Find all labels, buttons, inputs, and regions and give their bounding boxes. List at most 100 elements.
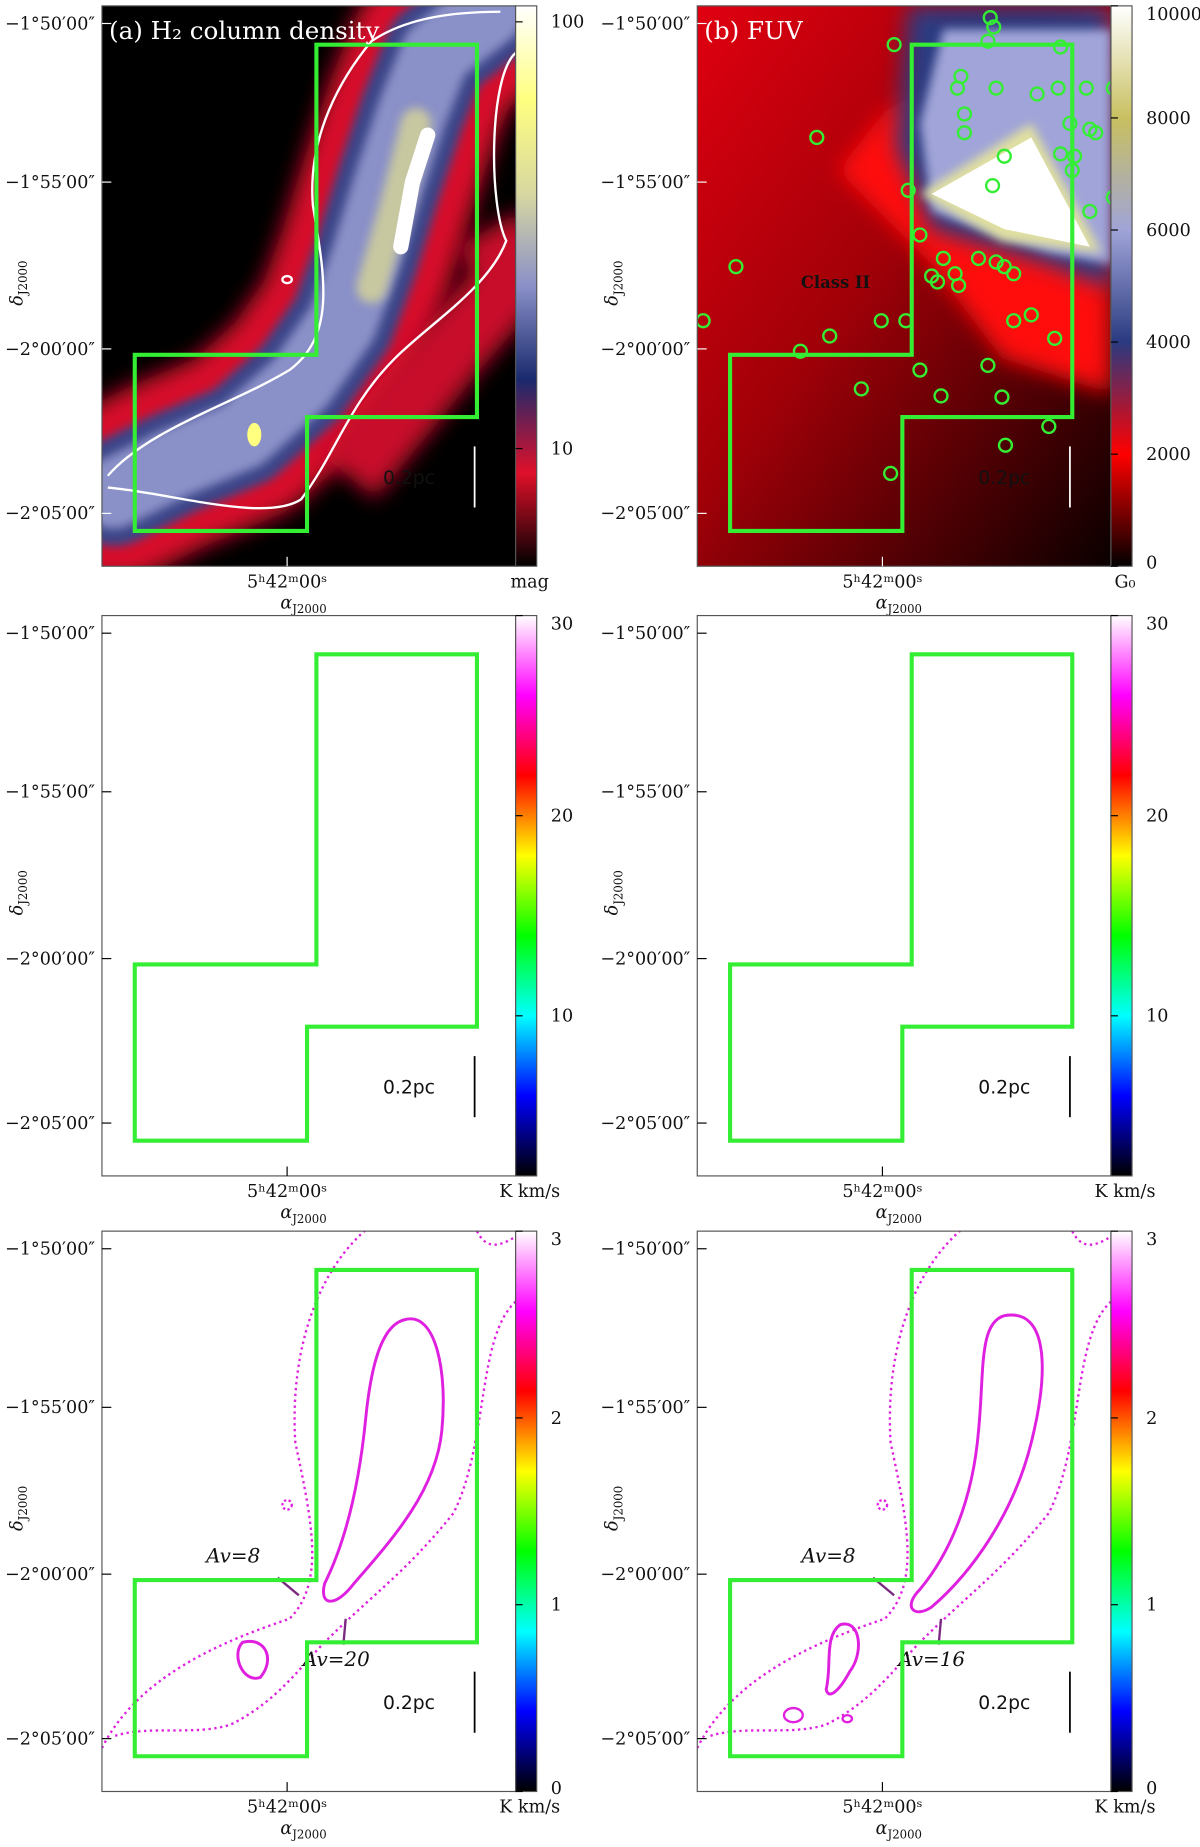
ra-subscript: J2000 xyxy=(291,1827,326,1841)
yso-marker xyxy=(1050,80,1066,96)
colorbar-tick-label: 30 xyxy=(551,615,573,635)
ra-axis-label: αJ2000 xyxy=(876,1819,922,1842)
contour xyxy=(106,10,516,510)
dec-axis-label: δJ2000 xyxy=(603,1486,626,1531)
dec-tick-label: −1°55′00″ xyxy=(5,173,95,193)
colorbar-unit: K km/s xyxy=(499,1798,560,1818)
colorbar xyxy=(515,1230,538,1793)
survey-outline xyxy=(728,652,1075,1143)
cloud xyxy=(356,108,432,304)
yso-marker xyxy=(1023,307,1039,323)
dec-tick-label: −1°55′00″ xyxy=(600,1398,690,1418)
yso-marker xyxy=(1066,148,1083,164)
dec-symbol: δ xyxy=(603,905,623,916)
dec-tick-label: −2°05′00″ xyxy=(5,1729,95,1749)
yso-marker xyxy=(947,266,963,282)
contour xyxy=(909,1313,1044,1614)
yso-marker xyxy=(1052,39,1069,55)
colorbar-tick-label: 1 xyxy=(551,1596,562,1616)
dec-tick-label: −1°50′00″ xyxy=(600,14,690,34)
yso-marker xyxy=(956,106,973,122)
dec-symbol: δ xyxy=(7,295,27,306)
contour xyxy=(824,1622,860,1696)
colorbar-tick-label: 0 xyxy=(1146,554,1157,574)
yso-marker xyxy=(994,389,1010,405)
yso-marker xyxy=(935,250,951,267)
yso-marker xyxy=(1082,203,1098,220)
panel-label: (e) H¹³CN(1−0) xyxy=(109,1241,303,1270)
colorbar-tick-label: 8000 xyxy=(1146,109,1191,129)
ra-tick-label: 5ʰ42ᵐ00ˢ xyxy=(842,572,922,592)
core xyxy=(393,127,436,255)
dec-tick-label: −1°50′00″ xyxy=(5,624,95,644)
colorbar xyxy=(515,614,538,1177)
ra-axis-label: αJ2000 xyxy=(280,593,326,616)
dec-axis-label: δJ2000 xyxy=(7,870,30,915)
panel-label: (b) FUV xyxy=(704,16,804,45)
yso-marker xyxy=(982,9,998,26)
dec-subscript: J2000 xyxy=(611,870,625,906)
ra-subscript: J2000 xyxy=(887,602,922,616)
core xyxy=(931,137,1090,247)
contour xyxy=(782,1706,804,1724)
colorbar-tick-label: 1 xyxy=(1146,1596,1157,1616)
yso-marker xyxy=(1041,418,1057,435)
contour-label: Av=8 xyxy=(204,1543,260,1567)
colorbar-tick-label: 10 xyxy=(551,439,573,459)
dec-symbol: δ xyxy=(603,1520,623,1531)
dec-subscript: J2000 xyxy=(16,261,30,297)
map: Av=8 Av=20 xyxy=(101,1231,516,1792)
yso-marker xyxy=(886,37,902,53)
yso-marker xyxy=(853,381,869,397)
yso-marker xyxy=(912,362,928,378)
dec-tick-label: −2°05′00″ xyxy=(600,1114,690,1134)
yso-marker xyxy=(988,80,1004,96)
ra-axis-label: αJ2000 xyxy=(876,593,922,616)
yso-marker xyxy=(1047,330,1063,346)
yso-marker xyxy=(822,328,838,344)
ra-subscript: J2000 xyxy=(887,1212,922,1226)
survey-outline xyxy=(728,42,1075,534)
dec-tick-label: −2°00′00″ xyxy=(600,1565,690,1585)
panel-label: (c) HCN(1−0) xyxy=(109,625,283,654)
dec-tick-label: −2°00′00″ xyxy=(5,1565,95,1585)
dec-tick-label: −1°55′00″ xyxy=(5,1398,95,1418)
dec-axis-label: δJ2000 xyxy=(603,870,626,915)
yso-marker xyxy=(988,254,1004,270)
yso-marker xyxy=(697,313,711,329)
colorbar-tick-label: 2000 xyxy=(1146,445,1191,465)
ra-tick-label: 5ʰ42ᵐ00ˢ xyxy=(842,1798,922,1818)
dec-tick-label: −2°05′00″ xyxy=(5,504,95,524)
scale-bar-label: 0.2pc xyxy=(978,468,1030,489)
colorbar-unit: K km/s xyxy=(1095,1798,1156,1818)
map xyxy=(101,5,516,567)
colorbar-tick-label: 0 xyxy=(551,1779,562,1799)
yso-marker xyxy=(792,343,809,359)
colorbar-unit: K km/s xyxy=(499,1182,560,1202)
survey-outline xyxy=(132,42,480,534)
dec-tick-label: −2°00′00″ xyxy=(600,340,690,360)
scale-bar-label: 0.2pc xyxy=(383,468,435,489)
yso-marker xyxy=(873,313,889,329)
yso-marker xyxy=(1105,190,1111,205)
dec-symbol: δ xyxy=(7,905,27,916)
yso-marker xyxy=(933,388,949,404)
ra-axis-label: αJ2000 xyxy=(280,1203,326,1226)
dec-tick-label: −2°05′00″ xyxy=(5,1114,95,1134)
yso-marker xyxy=(997,437,1014,453)
colorbar-tick-label: 30 xyxy=(1146,615,1168,635)
dec-symbol: δ xyxy=(603,295,623,306)
yso-marker xyxy=(1006,266,1022,282)
colorbar-tick-label: 10 xyxy=(1146,1007,1168,1027)
survey-outline xyxy=(132,1267,480,1759)
colorbar-tick-label: 100 xyxy=(551,13,585,33)
yso-marker xyxy=(809,129,825,146)
yso-marker xyxy=(1078,80,1094,96)
dec-tick-label: −1°55′00″ xyxy=(600,783,690,803)
colorbar xyxy=(1110,5,1133,567)
colorbar-tick-label: 6000 xyxy=(1146,221,1191,241)
ra-axis-label: αJ2000 xyxy=(876,1203,922,1226)
panel: Av=8 Av=20 0.2pc (e) H¹³CN(1−0) −1°50′00″ −1°… xyxy=(5,1230,562,1841)
dec-axis-label: δJ2000 xyxy=(7,1486,30,1531)
yso-marker xyxy=(1029,86,1045,102)
